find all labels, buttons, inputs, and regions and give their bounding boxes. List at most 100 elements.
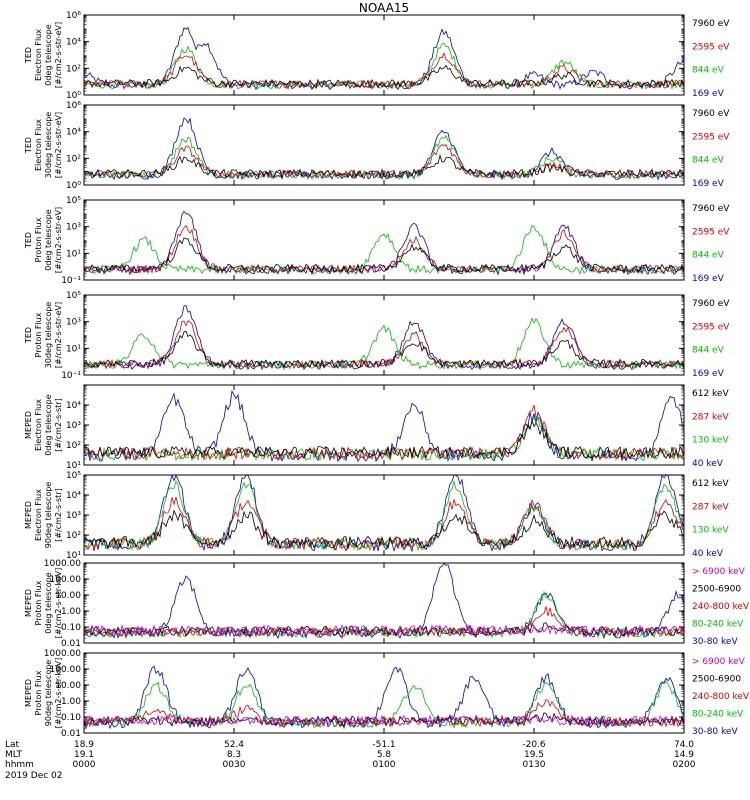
- legend-entry: 844 eV: [692, 156, 725, 166]
- y-axis-label-line: Proton Flux: [34, 217, 43, 262]
- legend-entry: 2595 eV: [692, 322, 730, 332]
- y-tick-label: 10⁻¹: [61, 371, 81, 381]
- y-tick-label: 10³: [66, 511, 81, 521]
- y-tick-label: 1.00: [61, 697, 81, 707]
- x-tick-hhmm: 0100: [373, 760, 396, 770]
- x-tick-mlt: 19.1: [74, 750, 94, 760]
- y-tick-label: 1000.00: [44, 559, 81, 569]
- y-axis-label-line: 30deg telescope: [44, 112, 53, 179]
- y-axis-label-line: MEPED: [24, 589, 33, 617]
- panel-3: 10⁻¹ 10¹ 10³ 10⁵ TED Proton Flux 0deg telescop…: [24, 196, 730, 286]
- y-tick-label: 100.00: [50, 665, 82, 675]
- y-tick-label: 100.00: [50, 575, 82, 585]
- x-tick-mlt: 5.8: [377, 750, 392, 760]
- legend-entry: 2500-6900: [692, 585, 741, 595]
- legend-entry: > 6900 keV: [692, 657, 746, 667]
- series-line-287-kev: [83, 404, 685, 461]
- series-line-7960-ev: [83, 237, 685, 274]
- x-tick-hhmm: 0200: [673, 760, 696, 770]
- series-line-2500-6900: [83, 712, 685, 727]
- y-axis-label-line: Electron Flux: [34, 119, 43, 171]
- panel-7: 0.01 0.10 1.00 10.00 100.00 1000.00 MEPED Proto…: [24, 559, 750, 649]
- legend-entry: 30-80 keV: [692, 727, 738, 737]
- x-tick-lat: 52.4: [224, 740, 244, 750]
- y-axis-label-line: TED: [24, 47, 33, 64]
- legend-entry: 844 eV: [692, 66, 725, 76]
- y-tick-label: 10³: [66, 421, 81, 431]
- y-axis-label-line: [#/cm2-s-str-eV]: [54, 302, 63, 368]
- legend-entry: 30-80 keV: [692, 637, 738, 647]
- y-axis-label-line: 0deg telescope: [44, 209, 53, 270]
- x-row-label: 2019 Dec 02: [5, 771, 63, 781]
- series-line-130-kev: [83, 479, 685, 552]
- legend-entry: 130 keV: [692, 526, 729, 536]
- legend-entry: 7960 eV: [692, 109, 730, 119]
- y-tick-label: 10⁴: [66, 128, 81, 138]
- legend-entry: 169 eV: [692, 274, 725, 284]
- x-tick-mlt: 14.9: [674, 750, 694, 760]
- legend-entry: 844 eV: [692, 251, 725, 261]
- panel-2: 10⁰ 10² 10⁴ 10⁶ TED Electron Flux 30deg telesc…: [24, 101, 730, 191]
- series-line-7960-ev: [83, 64, 685, 89]
- series-line-2595-ev: [83, 320, 685, 370]
- legend-entry: 40 keV: [692, 549, 724, 559]
- y-tick-label: 10³: [66, 223, 81, 233]
- series-line-2595-ev: [83, 143, 685, 180]
- y-tick-label: 0.10: [61, 623, 81, 633]
- legend-entry: 240-800 keV: [692, 602, 750, 612]
- legend-entry: 130 keV: [692, 436, 729, 446]
- y-tick-label: 10⁵: [66, 291, 81, 301]
- y-axis-label-line: 0deg telescope: [44, 24, 53, 85]
- x-row-label: MLT: [5, 750, 23, 760]
- y-tick-label: 10.00: [55, 591, 81, 601]
- y-tick-label: 10³: [66, 318, 81, 328]
- series-line-612-kev: [83, 419, 685, 460]
- panel-6: 10¹ 10² 10³ 10⁴ 10⁵ MEPED Electron Flux 90deg t…: [24, 471, 729, 561]
- series-line-7960-ev: [83, 154, 685, 179]
- series-line-40-kev: [83, 474, 685, 553]
- y-axis-label-line: [#/cm2-s-str-keV]: [54, 658, 63, 729]
- y-axis-label-line: 90deg telescope: [44, 482, 53, 549]
- legend-entry: 2595 eV: [692, 227, 730, 237]
- y-axis-label-line: MEPED: [24, 501, 33, 529]
- panel-4: 10⁻¹ 10¹ 10³ 10⁵ TED Proton Flux 30deg telesco…: [24, 291, 730, 381]
- legend-entry: > 6900 keV: [692, 567, 746, 577]
- y-tick-label: 10⁰: [66, 91, 81, 101]
- y-axis-label-line: TED: [24, 137, 33, 154]
- x-tick-lat: 74.0: [674, 740, 694, 750]
- panel-8: 0.01 0.10 1.00 10.00 100.00 1000.00 MEPED Proto…: [24, 649, 750, 739]
- y-axis-label-line: TED: [24, 327, 33, 344]
- x-tick-mlt: 19.5: [524, 750, 544, 760]
- y-tick-label: 10²: [66, 64, 81, 74]
- series-line-2595-ev: [83, 51, 685, 89]
- series-line-7960-ev: [83, 330, 685, 369]
- legend-entry: 612 keV: [692, 479, 729, 489]
- legend-entry: 40 keV: [692, 459, 724, 469]
- y-tick-label: 1000.00: [44, 649, 81, 659]
- y-axis-label-line: 0deg telescope: [44, 572, 53, 633]
- y-axis-label-line: [#/cm2-s-str-eV]: [54, 22, 63, 88]
- legend-entry: 80-240 keV: [692, 620, 744, 630]
- y-axis-label-line: Proton Flux: [34, 580, 43, 625]
- panel-1: 10⁰ 10² 10⁴ 10⁶ TED Electron Flux 0deg telesco…: [24, 11, 730, 101]
- legend-entry: 2595 eV: [692, 132, 730, 142]
- x-tick-mlt: 8.3: [227, 750, 241, 760]
- legend-entry: 7960 eV: [692, 19, 730, 29]
- y-axis-label-line: [#/cm2-s-str]: [54, 488, 63, 541]
- legend-entry: 7960 eV: [692, 204, 730, 214]
- y-axis-label-line: Electron Flux: [34, 29, 43, 81]
- legend-entry: 287 keV: [692, 502, 729, 512]
- y-tick-label: 10⁰: [66, 181, 81, 191]
- x-row-label: Lat: [5, 740, 20, 750]
- panel-5: 10¹ 10² 10³ 10⁴ MEPED Electron Flux 0deg teles…: [24, 384, 729, 471]
- y-axis-label-line: [#/cm2-s-str-eV]: [54, 112, 63, 178]
- y-axis-label-line: 90deg telescope: [44, 660, 53, 727]
- legend-entry: 2595 eV: [692, 42, 730, 52]
- y-tick-label: 10⁶: [66, 11, 81, 21]
- series-line-240-800-kev: [83, 606, 685, 638]
- y-tick-label: 10⁴: [66, 38, 81, 48]
- y-axis-label-line: [#/cm2-s-str-keV]: [54, 568, 63, 639]
- y-tick-label: 10¹: [66, 249, 81, 259]
- series-line-169-ev: [83, 27, 685, 91]
